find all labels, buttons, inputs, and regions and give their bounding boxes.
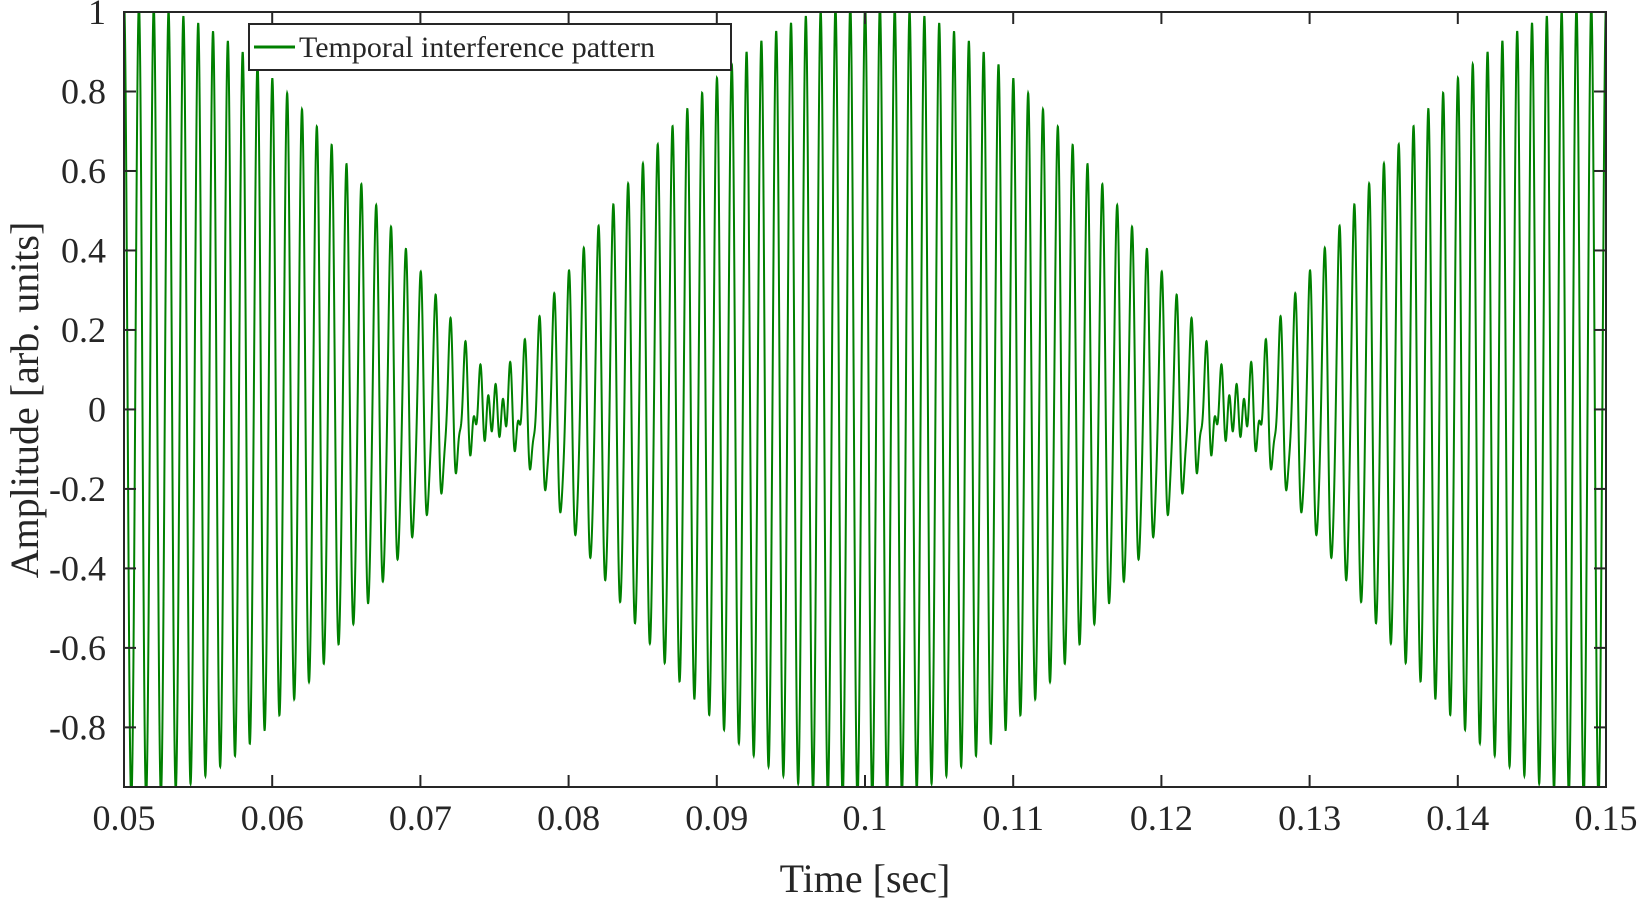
y-axis-label: Amplitude [arb. units] xyxy=(2,222,47,579)
y-tick-label: 0.4 xyxy=(61,230,106,270)
y-tick-label: 0.6 xyxy=(61,151,106,191)
x-tick-label: 0.05 xyxy=(93,798,156,838)
x-tick-label: 0.14 xyxy=(1426,798,1489,838)
x-tick-label: 0.06 xyxy=(241,798,304,838)
y-tick-label: 0.8 xyxy=(61,71,106,111)
y-tick-label: 0 xyxy=(88,389,106,429)
x-tick-label: 0.13 xyxy=(1278,798,1341,838)
y-tick-label: -0.8 xyxy=(49,707,106,747)
legend: Temporal interference pattern xyxy=(248,23,732,71)
x-tick-label: 0.09 xyxy=(685,798,748,838)
x-tick-label: 0.08 xyxy=(537,798,600,838)
y-tick-label: -0.6 xyxy=(49,628,106,668)
y-tick-labels: -0.8 -0.6 -0.4 -0.2 0 0.2 0.4 0.6 0.8 1 xyxy=(49,0,106,747)
y-tick-label: 1 xyxy=(88,0,106,32)
legend-label: Temporal interference pattern xyxy=(299,31,655,64)
x-tick-labels: 0.05 0.06 0.07 0.08 0.09 0.1 0.11 0.12 0.13 0.14 0… xyxy=(93,798,1638,838)
x-tick-label: 0.11 xyxy=(982,798,1044,838)
plot-area xyxy=(124,12,1606,787)
y-tick-label: -0.2 xyxy=(49,469,106,509)
x-tick-label: 0.07 xyxy=(389,798,452,838)
x-tick-label: 0.1 xyxy=(843,798,888,838)
x-tick-label: 0.15 xyxy=(1575,798,1638,838)
legend-box xyxy=(248,23,732,71)
y-tick-label: -0.4 xyxy=(49,548,106,588)
x-tick-label: 0.12 xyxy=(1130,798,1193,838)
axes-frame xyxy=(123,11,1607,788)
series-line-temporal-interference xyxy=(124,12,1606,787)
x-axis-label: Time [sec] xyxy=(780,856,951,901)
y-tick-label: 0.2 xyxy=(61,310,106,350)
